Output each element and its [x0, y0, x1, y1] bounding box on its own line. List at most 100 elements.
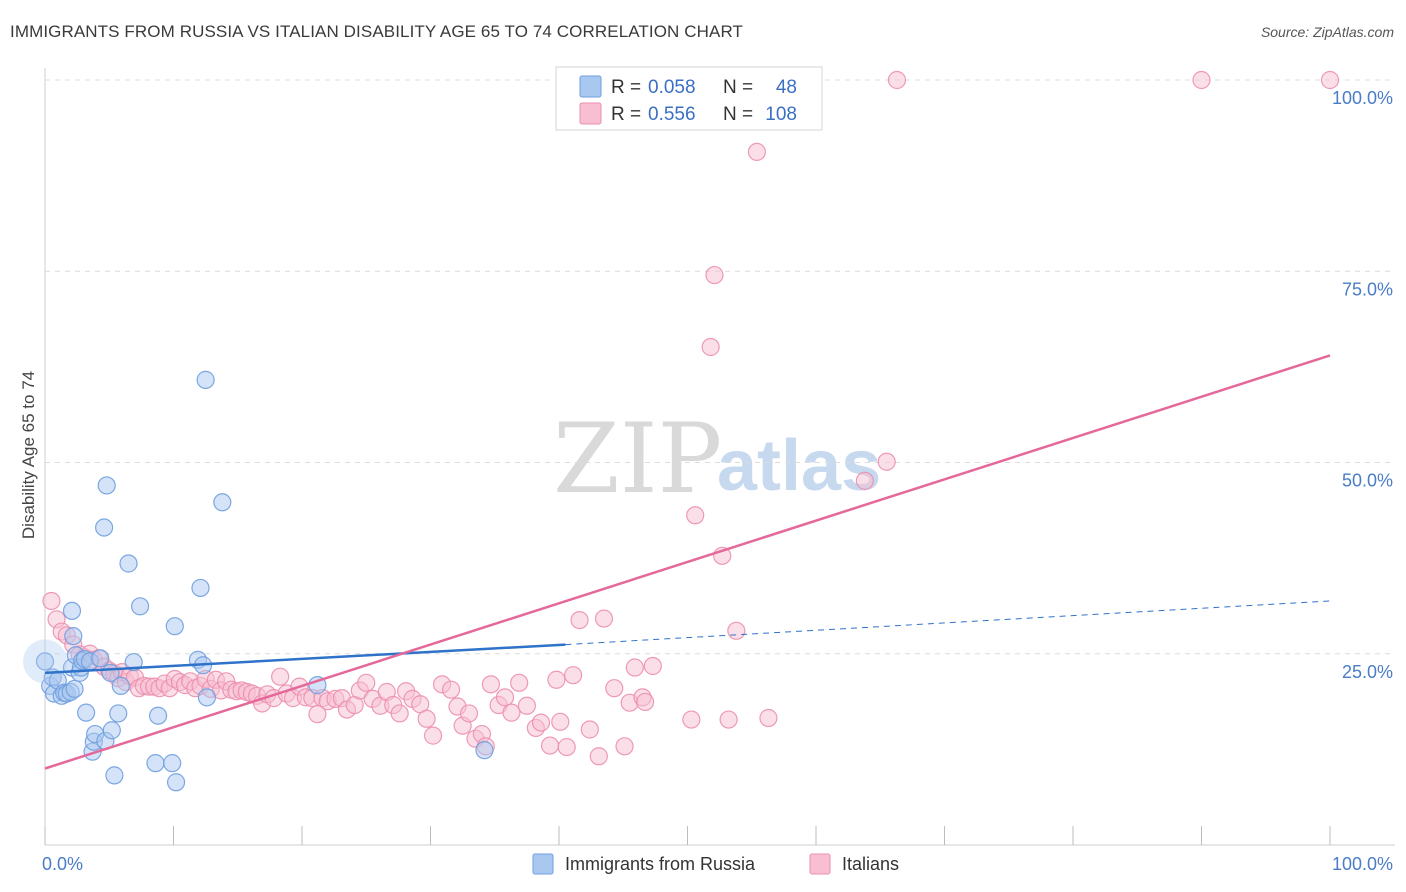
legend-n-label-russia: N =: [723, 77, 753, 98]
point-italians: [551, 712, 570, 731]
point-russia: [124, 653, 143, 672]
x-tick-label: 0.0%: [42, 854, 83, 874]
point-italians: [42, 591, 61, 611]
point-russia: [197, 688, 217, 707]
point-russia: [166, 773, 186, 792]
point-italians: [719, 710, 738, 729]
point-italians: [686, 506, 705, 525]
point-italians: [727, 621, 746, 640]
legend-r-label-italians: R =: [611, 104, 641, 125]
x-tick-label: 100.0%: [1332, 854, 1393, 874]
point-italians: [570, 610, 589, 630]
point-italians: [502, 703, 521, 722]
bottom-legend-swatch-russia: [532, 853, 554, 875]
point-italians: [580, 720, 599, 739]
point-italians: [1320, 70, 1340, 90]
point-italians: [423, 726, 443, 745]
legend-swatch-russia: [579, 75, 602, 98]
point-russia: [111, 676, 130, 695]
point-russia: [196, 370, 215, 389]
point-russia: [62, 601, 82, 621]
point-russia: [97, 476, 116, 495]
point-russia: [102, 721, 121, 740]
trendline-italians: [44, 354, 1331, 770]
point-russia: [148, 706, 168, 725]
point-italians: [357, 673, 376, 692]
point-russia: [91, 649, 110, 668]
point-russia: [77, 703, 96, 722]
point-italians: [643, 656, 662, 676]
point-italians: [481, 675, 500, 694]
point-italians: [495, 688, 515, 707]
point-italians: [1192, 70, 1211, 90]
point-russia: [65, 679, 84, 699]
point-italians: [557, 737, 576, 757]
legend-r-value-italians: 0.556: [648, 104, 696, 125]
point-russia: [191, 578, 210, 598]
point-italians: [589, 747, 608, 766]
point-russia: [109, 704, 128, 723]
y-tick-label: 100.0%: [1332, 88, 1393, 108]
point-italians: [271, 667, 290, 686]
point-russia: [64, 627, 83, 646]
point-italians: [441, 680, 461, 699]
point-italians: [635, 692, 655, 712]
y-tick-label: 50.0%: [1342, 471, 1393, 491]
point-italians: [547, 670, 566, 689]
point-italians: [759, 708, 778, 728]
point-italians: [877, 452, 896, 471]
point-italians: [308, 705, 327, 724]
point-italians: [625, 658, 644, 677]
point-russia: [95, 518, 114, 537]
bottom-legend-label-italians: Italians: [842, 854, 899, 874]
point-russia: [165, 617, 184, 636]
point-russia: [35, 652, 55, 671]
legend-n-label-italians: N =: [723, 104, 753, 125]
point-italians: [701, 337, 720, 357]
point-italians: [705, 265, 724, 285]
watermark-zip: ZIP: [553, 403, 722, 515]
point-italians: [390, 704, 409, 723]
gridlines: [45, 79, 1395, 655]
y-tick-label: 25.0%: [1342, 662, 1393, 682]
y-axis-label: Disability Age 65 to 74: [19, 371, 38, 539]
point-italians: [540, 736, 560, 755]
legend-r-value-russia: 0.058: [648, 77, 696, 98]
point-russia: [163, 754, 182, 773]
point-italians: [417, 709, 436, 728]
x-tick-labels: 0.0% 100.0%: [42, 854, 1393, 874]
point-italians: [855, 471, 874, 490]
trendline-russia: [44, 643, 566, 675]
legend-n-value-russia: 48: [776, 77, 797, 98]
point-russia: [119, 554, 138, 573]
point-russia: [475, 741, 494, 760]
chart-title: IMMIGRANTS FROM RUSSIA VS ITALIAN DISABI…: [10, 22, 744, 41]
point-italians: [531, 713, 551, 732]
point-russia-cluster: [23, 639, 67, 684]
point-italians: [605, 679, 624, 698]
point-russia: [130, 597, 150, 616]
point-italians: [459, 704, 479, 723]
y-tick-label: 75.0%: [1342, 279, 1393, 299]
point-italians: [615, 737, 634, 756]
point-italians: [887, 70, 907, 90]
point-russia: [105, 766, 124, 785]
source-label: Source: ZipAtlas.com: [1260, 24, 1394, 40]
point-italians: [682, 710, 701, 729]
bottom-legend-swatch-italians: [809, 853, 831, 875]
trend-lines: [44, 354, 1331, 770]
point-italians: [564, 666, 583, 685]
y-tick-labels: 25.0% 50.0% 75.0% 100.0%: [1332, 88, 1393, 682]
bottom-legend-label-russia: Immigrants from Russia: [565, 854, 756, 874]
point-russia: [213, 493, 232, 512]
point-italians: [594, 609, 614, 628]
axes: [44, 68, 1395, 846]
legend-r-label-russia: R =: [611, 77, 641, 98]
legend-n-value-italians: 108: [765, 104, 797, 125]
point-italians: [747, 142, 766, 162]
watermark-atlas: atlas: [717, 426, 881, 506]
stats-legend: R = 0.058 N = 48 R = 0.556 N = 108: [555, 66, 823, 131]
series-legend: Immigrants from Russia Italians: [532, 853, 899, 875]
point-russia: [146, 754, 165, 773]
